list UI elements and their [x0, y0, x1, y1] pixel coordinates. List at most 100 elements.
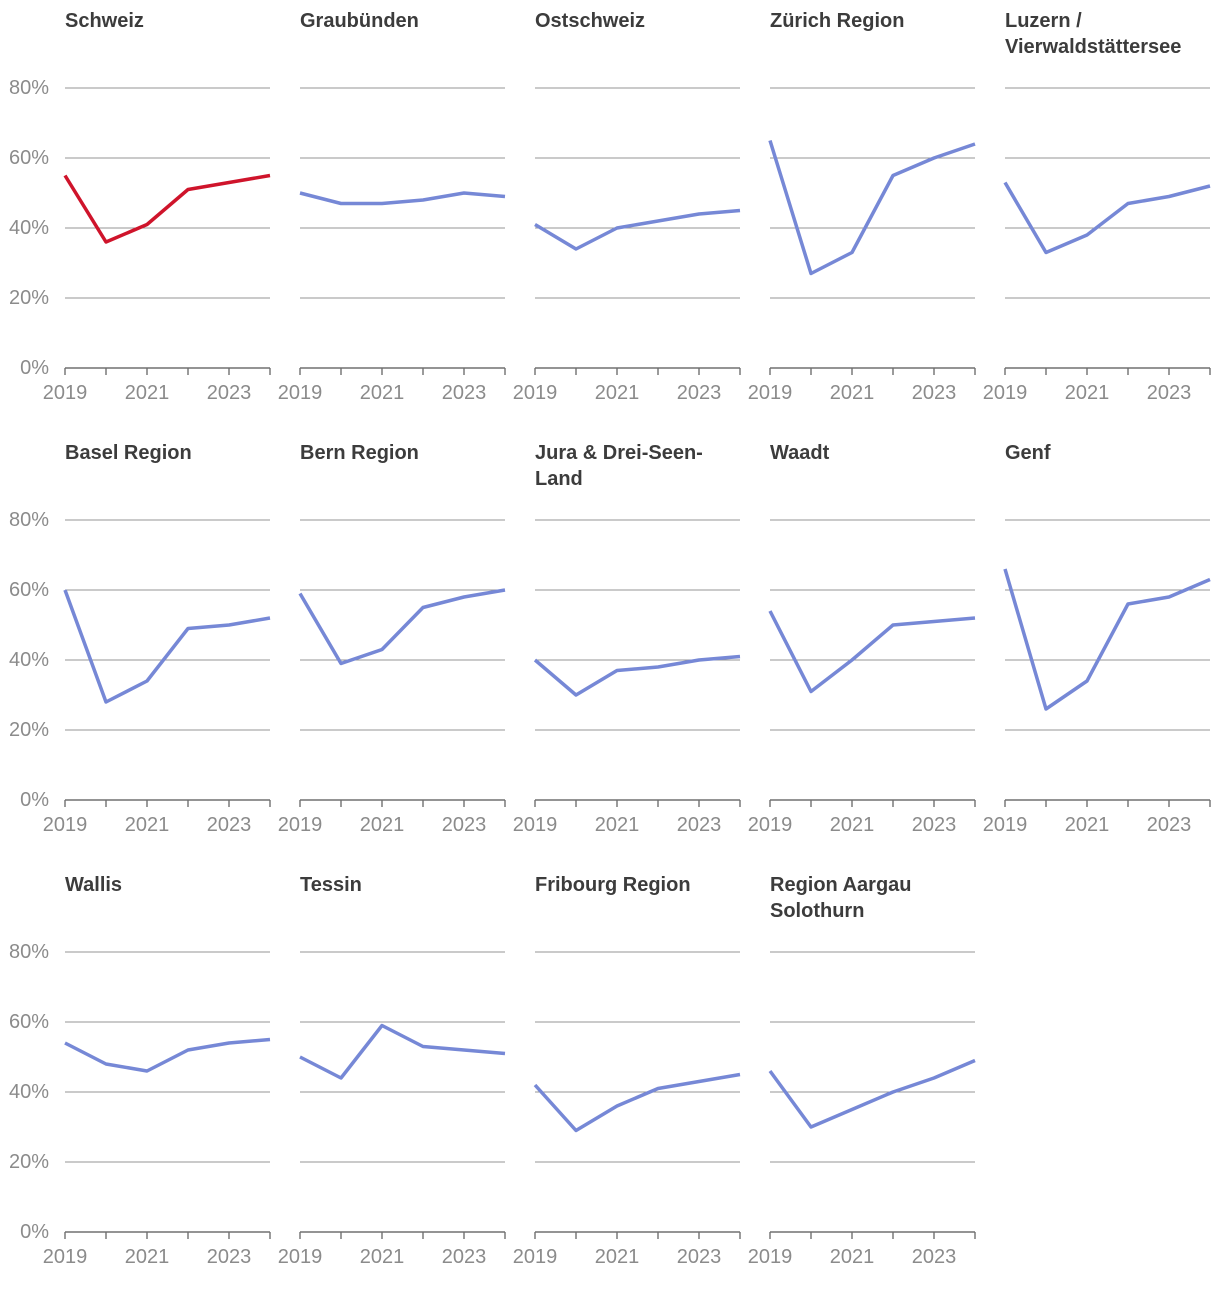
- x-axis-tick-label: 2019: [277, 814, 323, 836]
- y-axis-tick-label: 80%: [8, 941, 49, 963]
- chart-title: Fribourg Region: [535, 874, 691, 896]
- x-axis-tick-label: 2023: [206, 814, 252, 836]
- x-axis-labels: 2019 2021 2023: [513, 812, 740, 844]
- x-axis-tick-label: 2019: [42, 814, 88, 836]
- trend-line: [64, 1037, 271, 1073]
- x-axis-tick-label: 2023: [1146, 814, 1192, 836]
- y-axis-tick-label: 0%: [20, 357, 49, 379]
- chart-row: 0% 20% 40% 60% 80% Basel Region 2019 2021 2023…: [0, 440, 1220, 844]
- x-axis-tick-label: 2021: [1064, 382, 1110, 404]
- x-axis-tick-label: 2023: [676, 814, 722, 836]
- x-axis-tick-label: 2023: [441, 814, 487, 836]
- y-axis-labels: 0% 20% 40% 60% 80%: [0, 440, 55, 844]
- x-axis-tick-label: 2021: [594, 1246, 640, 1268]
- chart-title: Region Aargau Solothurn: [770, 874, 912, 922]
- y-axis-tick-label: 60%: [8, 147, 49, 169]
- line-chart: [63, 519, 271, 807]
- line-chart: [533, 519, 741, 807]
- chart-cell: Tessin 2019 2021 2023: [278, 872, 506, 1276]
- x-axis-tick-label: 2021: [359, 382, 405, 404]
- x-axis-labels: 2019 2021 2023: [43, 380, 270, 412]
- x-axis-tick-label: 2021: [359, 1246, 405, 1268]
- chart-cell: Zürich Region 2019 2021 2023: [748, 8, 976, 412]
- x-axis-tick-label: 2023: [676, 1246, 722, 1268]
- line-chart: [768, 519, 976, 807]
- chart-title: Zürich Region: [770, 10, 905, 32]
- x-axis-tick-label: 2019: [747, 814, 793, 836]
- chart-title: Tessin: [300, 874, 362, 896]
- x-axis-tick-label: 2019: [747, 382, 793, 404]
- trend-line: [63, 173, 271, 244]
- chart-cell: Genf 2019 2021 2023: [983, 440, 1211, 844]
- trend-line: [534, 208, 741, 251]
- x-axis-tick-label: 2021: [124, 382, 170, 404]
- x-axis-tick-label: 2023: [206, 1246, 252, 1268]
- trend-line: [768, 1058, 976, 1129]
- y-axis-labels: 0% 20% 40% 60% 80%: [0, 8, 55, 412]
- line-chart: [768, 951, 976, 1239]
- x-axis-tick-label: 2021: [594, 814, 640, 836]
- chart-title: Genf: [1005, 442, 1051, 464]
- x-axis-labels: 2019 2021 2023: [43, 812, 270, 844]
- x-axis-labels: 2019 2021 2023: [278, 812, 505, 844]
- x-axis-tick-label: 2019: [982, 814, 1028, 836]
- trend-line: [298, 588, 506, 666]
- line-chart: [299, 87, 506, 375]
- y-axis-tick-label: 20%: [8, 287, 49, 309]
- x-axis-labels: 2019 2021 2023: [748, 380, 975, 412]
- chart-title: Luzern / Vierwaldstättersee: [1005, 10, 1182, 58]
- chart-title: Schweiz: [65, 10, 144, 32]
- chart-cell: Waadt 2019 2021 2023: [748, 440, 976, 844]
- chart-row: 0% 20% 40% 60% 80% Schweiz 2019 2021 2023 Grau…: [0, 8, 1220, 412]
- x-axis-labels: 2019 2021 2023: [983, 380, 1210, 412]
- y-axis-tick-label: 0%: [20, 789, 49, 811]
- trend-line: [768, 610, 976, 694]
- x-axis-tick-label: 2021: [124, 1246, 170, 1268]
- line-chart: [1003, 519, 1211, 807]
- chart-cell: Wallis 2019 2021 2023: [43, 872, 271, 1276]
- x-axis-tick-label: 2019: [277, 1246, 323, 1268]
- chart-cell: Schweiz 2019 2021 2023: [43, 8, 271, 412]
- line-chart: [534, 87, 741, 375]
- chart-cell: Graubünden 2019 2021 2023: [278, 8, 506, 412]
- x-axis-tick-label: 2021: [1064, 814, 1110, 836]
- y-axis-tick-label: 20%: [8, 719, 49, 741]
- x-axis-tick-label: 2019: [512, 1246, 558, 1268]
- y-axis-tick-label: 40%: [8, 649, 49, 671]
- chart-cell: Basel Region 2019 2021 2023: [43, 440, 271, 844]
- x-axis-tick-label: 2023: [911, 1246, 957, 1268]
- small-multiples-grid: 0% 20% 40% 60% 80% Schweiz 2019 2021 2023 Grau…: [0, 8, 1220, 1276]
- line-chart: [299, 951, 506, 1239]
- trend-line: [299, 1023, 506, 1080]
- chart-title: Wallis: [65, 874, 123, 896]
- x-axis-labels: 2019 2021 2023: [983, 812, 1210, 844]
- trend-line: [533, 654, 741, 697]
- trend-line: [1003, 181, 1211, 255]
- x-axis-tick-label: 2023: [1146, 382, 1192, 404]
- x-axis-tick-label: 2021: [829, 1246, 875, 1268]
- trend-line: [1003, 568, 1211, 711]
- y-axis-tick-label: 60%: [8, 1011, 49, 1033]
- y-axis-tick-label: 40%: [8, 1081, 49, 1103]
- x-axis-tick-label: 2019: [277, 382, 323, 404]
- trend-line: [63, 589, 271, 704]
- x-axis-tick-label: 2023: [206, 382, 252, 404]
- trend-line: [299, 191, 506, 206]
- chart-title: Ostschweiz: [535, 10, 646, 32]
- x-axis-tick-label: 2021: [124, 814, 170, 836]
- x-axis-labels: 2019 2021 2023: [278, 380, 505, 412]
- chart-cell: Fribourg Region 2019 2021 2023: [513, 872, 741, 1276]
- line-chart: [63, 87, 271, 375]
- x-axis-labels: 2019 2021 2023: [513, 380, 740, 412]
- x-axis-labels: 2019 2021 2023: [748, 812, 975, 844]
- line-chart: [298, 519, 506, 807]
- chart-title: Jura & Drei-Seen-Land: [535, 442, 703, 490]
- x-axis-labels: 2019 2021 2023: [278, 1244, 505, 1276]
- chart-row: 0% 20% 40% 60% 80% Wallis 2019 2021 2023 Tessi…: [0, 872, 1220, 1276]
- x-axis-tick-label: 2023: [911, 814, 957, 836]
- line-chart: [1003, 87, 1211, 375]
- chart-cell: Jura & Drei-Seen-Land 2019 2021 2023: [513, 440, 741, 844]
- x-axis-labels: 2019 2021 2023: [513, 1244, 740, 1276]
- line-chart: [768, 87, 976, 375]
- x-axis-tick-label: 2019: [512, 814, 558, 836]
